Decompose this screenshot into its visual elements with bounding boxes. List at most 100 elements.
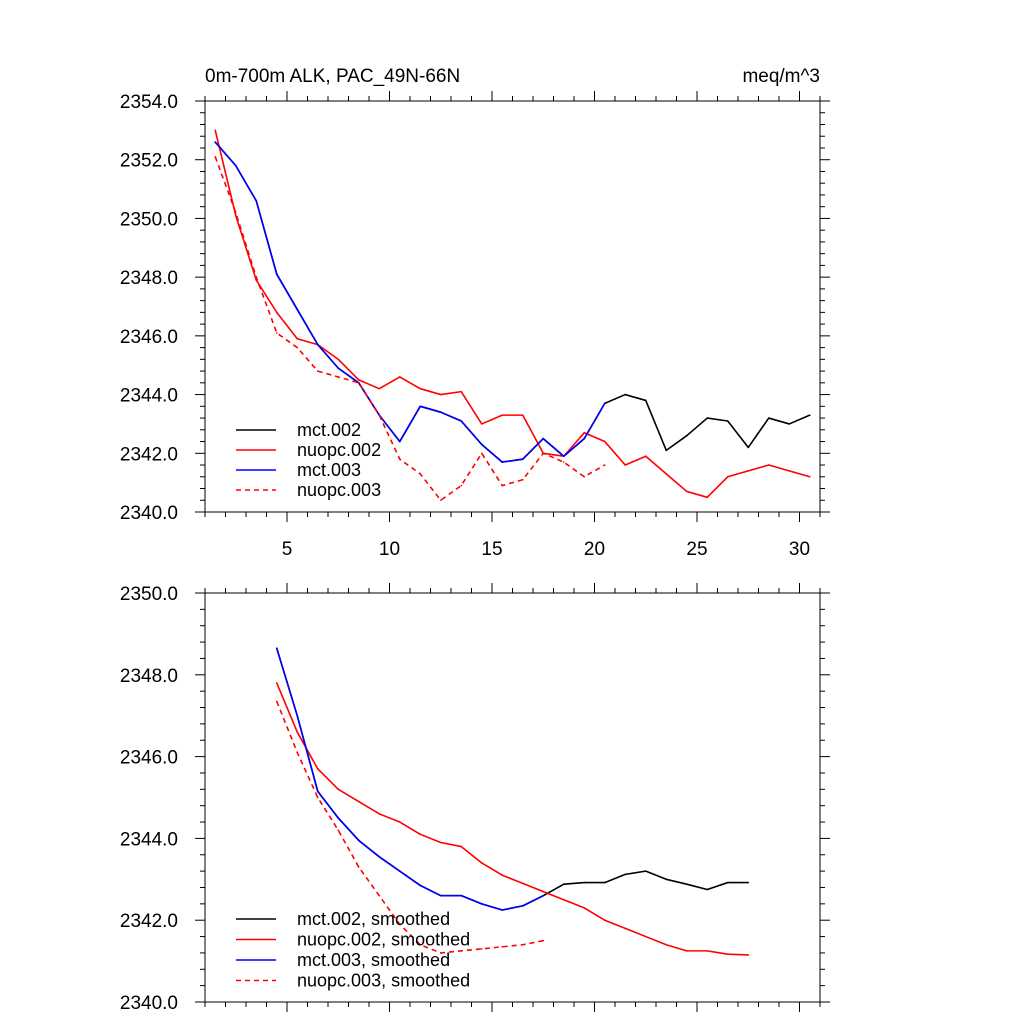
data-point-nuopc-003	[398, 458, 401, 460]
data-point-nuopc-003-smoothed	[398, 923, 401, 926]
data-point-nuopc-002	[501, 414, 504, 416]
x-tick-label: 15	[481, 539, 502, 560]
data-point-nuopc-002	[788, 470, 791, 472]
data-point-mct-002	[747, 446, 750, 449]
data-point-nuopc-002	[439, 393, 442, 396]
data-point-mct-003	[542, 437, 545, 440]
series-line-nuopc-002-smoothed	[276, 682, 749, 956]
data-point-mct-003	[562, 455, 565, 458]
data-point-nuopc-003	[255, 276, 258, 278]
series-line-nuopc-002	[214, 130, 810, 499]
data-point-nuopc-002-smoothed	[296, 731, 299, 733]
y-tick-label: 2350.0	[120, 584, 178, 605]
legend-label-mct-002: mct.002	[297, 420, 361, 440]
series-line-mct-002-smoothed	[275, 647, 749, 911]
data-point-mct-003-smoothed	[439, 894, 442, 897]
y-tick-label: 2352.0	[120, 151, 178, 172]
data-point-nuopc-002-smoothed	[337, 788, 340, 791]
data-point-nuopc-003-smoothed	[357, 866, 360, 868]
data-point-mct-002-smoothed	[624, 873, 627, 876]
data-point-nuopc-002	[214, 129, 217, 132]
y-tick-label: 2342.0	[120, 444, 178, 465]
data-point-mct-003-smoothed	[337, 817, 340, 819]
data-point-nuopc-003	[542, 452, 545, 455]
legend-label-nuopc-003-smoothed: nuopc.003, smoothed	[297, 971, 470, 991]
data-point-nuopc-003-smoothed	[501, 945, 504, 948]
data-point-nuopc-003-smoothed	[378, 894, 381, 897]
data-point-nuopc-002	[337, 358, 340, 361]
x-tick-label: 20	[584, 539, 605, 560]
y-tick-label: 2344.0	[120, 829, 178, 850]
data-point-nuopc-002	[644, 455, 647, 458]
data-point-mct-003	[275, 273, 278, 276]
data-point-nuopc-003-smoothed	[521, 943, 524, 946]
data-point-nuopc-003	[460, 484, 463, 487]
data-point-nuopc-002-smoothed	[398, 821, 401, 823]
data-point-mct-003-smoothed	[419, 884, 422, 887]
data-point-nuopc-003-smoothed	[316, 796, 319, 799]
data-point-nuopc-003-smoothed	[460, 950, 463, 952]
data-point-nuopc-002-smoothed	[562, 898, 565, 901]
bottom-panel: 2340.0 2342.0 2344.0 2346.0 2348.0 2350.0 mct.…	[120, 583, 830, 1014]
data-point-mct-003-smoothed	[521, 905, 524, 907]
data-point-nuopc-002	[603, 440, 606, 443]
data-point-nuopc-002	[706, 496, 709, 499]
y-tick-label: 2346.0	[120, 327, 178, 348]
series-line-mct-002	[214, 141, 811, 463]
data-point-mct-003	[439, 411, 442, 413]
data-point-mct-003-smoothed	[501, 909, 504, 911]
series-line-nuopc-003-smoothed	[276, 701, 544, 954]
data-point-mct-002-smoothed	[706, 888, 709, 891]
data-point-nuopc-002	[665, 473, 668, 475]
data-point-nuopc-003	[214, 155, 217, 158]
data-point-mct-002	[624, 393, 627, 396]
data-point-mct-003	[398, 440, 401, 443]
data-point-nuopc-002-smoothed	[275, 682, 278, 684]
legend-label-mct-003: mct.003	[297, 460, 361, 480]
data-point-mct-002-smoothed	[562, 883, 565, 886]
y-tick-label: 2354.0	[120, 92, 178, 113]
data-point-mct-002-smoothed	[685, 883, 688, 886]
data-point-mct-003-smoothed	[398, 870, 401, 872]
data-point-nuopc-003	[583, 475, 586, 478]
data-point-nuopc-003	[439, 499, 442, 502]
data-point-nuopc-002	[419, 387, 422, 390]
data-point-nuopc-003	[275, 332, 278, 334]
data-point-nuopc-003	[316, 370, 319, 372]
y-tick-label: 2344.0	[120, 386, 178, 407]
data-point-mct-003-smoothed	[275, 647, 278, 650]
data-point-nuopc-002-smoothed	[603, 919, 606, 921]
data-point-mct-003-smoothed	[480, 903, 483, 905]
legend-label-nuopc-002-smoothed: nuopc.002, smoothed	[297, 930, 470, 950]
data-point-nuopc-003	[562, 461, 565, 463]
data-point-mct-002-smoothed	[583, 881, 586, 884]
units-label: meq/m^3	[742, 66, 820, 87]
data-point-mct-002	[767, 417, 770, 419]
y-tick-label: 2348.0	[120, 268, 178, 289]
data-point-mct-003-smoothed	[296, 714, 299, 717]
data-point-nuopc-002-smoothed	[357, 800, 360, 803]
x-tick-label: 5	[282, 539, 293, 560]
data-point-nuopc-002	[398, 376, 401, 378]
y-tick-label: 2346.0	[120, 748, 178, 769]
data-point-mct-003	[603, 402, 606, 405]
data-point-mct-002-smoothed	[644, 870, 647, 872]
data-point-nuopc-002	[583, 431, 586, 434]
y-tick-label: 2342.0	[120, 911, 178, 932]
data-point-nuopc-002-smoothed	[665, 943, 668, 946]
data-point-nuopc-002-smoothed	[501, 874, 504, 877]
y-tick-label: 2340.0	[120, 503, 178, 524]
data-point-nuopc-003-smoothed	[337, 829, 340, 832]
data-point-mct-003	[501, 461, 504, 463]
legend-label-nuopc-003: nuopc.003	[297, 480, 381, 500]
data-point-nuopc-003	[378, 414, 381, 416]
series-line-mct-003-smoothed	[275, 647, 544, 911]
data-point-nuopc-002	[726, 475, 729, 478]
data-point-mct-002	[665, 449, 668, 452]
data-point-nuopc-002	[747, 470, 750, 472]
data-point-nuopc-003	[603, 464, 606, 466]
top-panel: 5 10 15 20 25 30 2340.0 2342.0 2344.0 2346.0 2348.…	[120, 66, 830, 560]
